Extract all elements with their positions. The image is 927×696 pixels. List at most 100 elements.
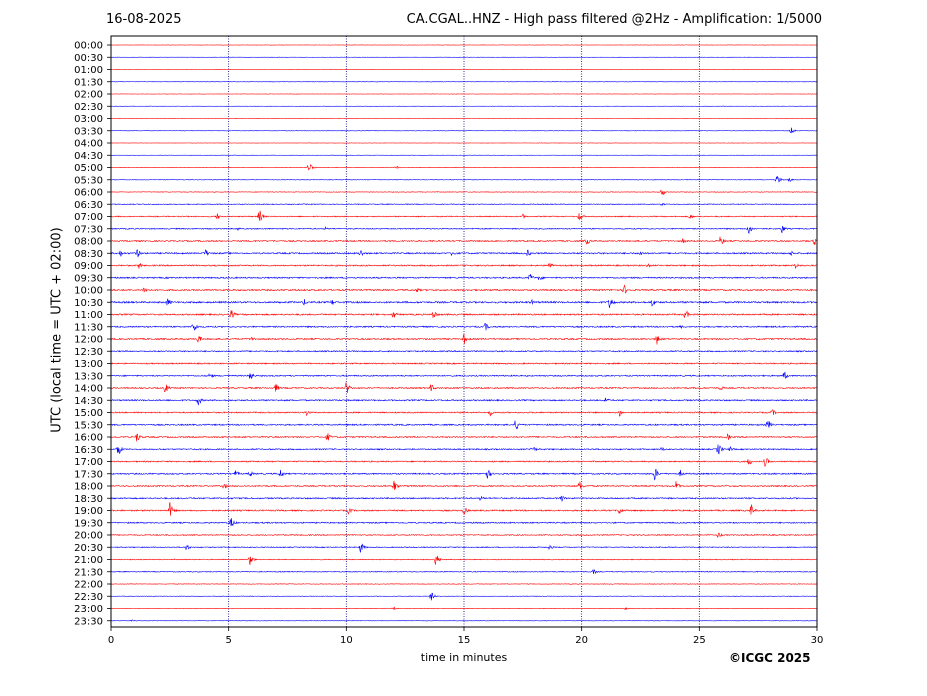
y-tick-label-0400: 04:00 [74,139,103,150]
x-tick-label-20: 20 [575,635,588,646]
trace-1430 [110,397,818,406]
y-tick-label-1400: 14:00 [74,384,103,395]
trace-0930 [110,274,818,280]
y-tick-label-2100: 21:00 [74,555,103,566]
x-tick-label-15: 15 [458,635,471,646]
y-tick-label-1730: 17:30 [74,469,103,480]
y-tick-label-0530: 05:30 [74,175,103,186]
y-tick-label-0830: 08:30 [74,249,103,260]
trace-1500 [110,409,818,417]
y-tick-label-0200: 02:00 [74,90,103,101]
y-tick-label-1830: 18:30 [74,494,103,505]
y-tick-label-1330: 13:30 [74,371,103,382]
trace-1830 [110,495,818,503]
trace-1000 [110,284,818,294]
trace-1700 [110,458,818,468]
y-tick-label-0630: 06:30 [74,200,103,211]
y-tick-label-2330: 23:30 [74,616,103,627]
trace-2030 [110,543,818,553]
y-tick-label-0500: 05:00 [74,163,103,174]
trace-0130 [110,81,818,83]
trace-2300 [110,606,818,611]
y-tick-label-0130: 01:30 [74,77,103,88]
trace-0530 [110,175,818,183]
trace-0030 [110,56,818,58]
y-tick-label-0800: 08:00 [74,237,103,248]
y-tick-label-1700: 17:00 [74,457,103,468]
y-tick-label-0600: 06:00 [74,188,103,199]
trace-1900 [110,502,818,516]
y-tick-label-1100: 11:00 [74,310,103,321]
trace-1730 [110,468,818,481]
trace-1600 [110,433,818,442]
y-tick-label-1000: 10:00 [74,286,103,297]
y-tick-label-1200: 12:00 [74,335,103,346]
y-tick-label-1600: 16:00 [74,433,103,444]
trace-1100 [110,310,818,318]
y-tick-label-1930: 19:30 [74,518,103,529]
y-tick-label-1230: 12:30 [74,347,103,358]
trace-1330 [110,371,818,380]
y-tick-label-1800: 18:00 [74,482,103,493]
trace-0500 [110,163,818,171]
x-tick-label-30: 30 [811,635,824,646]
trace-0600 [110,189,818,195]
y-tick-label-1630: 16:30 [74,445,103,456]
y-tick-label-0430: 04:30 [74,151,103,162]
y-tick-label-2200: 22:00 [74,580,103,591]
x-tick-label-25: 25 [693,635,706,646]
y-tick-label-0930: 09:30 [74,273,103,284]
y-tick-label-0230: 02:30 [74,102,103,113]
trace-0800 [110,236,818,246]
trace-1230 [110,350,818,353]
trace-2000 [110,532,818,538]
y-tick-label-0330: 03:30 [74,126,103,137]
y-tick-label-0730: 07:30 [74,224,103,235]
y-tick-label-0700: 07:00 [74,212,103,223]
y-tick-label-1030: 10:30 [74,298,103,309]
trace-2130 [110,568,818,575]
station-title: CA.CGAL..HNZ - High pass filtered @2Hz -… [406,12,822,27]
trace-0630 [110,202,818,207]
trace-0730 [110,225,818,234]
trace-1300 [110,362,818,365]
y-tick-label-0000: 00:00 [74,41,103,52]
trace-1800 [110,480,818,490]
trace-1030 [110,298,818,309]
y-tick-label-0300: 03:00 [74,114,103,125]
x-tick-label-10: 10 [340,635,353,646]
trace-1930 [110,518,818,527]
y-tick-label-1130: 11:30 [74,322,103,333]
y-tick-label-2230: 22:30 [74,592,103,603]
y-tick-label-0030: 00:30 [74,53,103,64]
y-tick-label-1900: 19:00 [74,506,103,517]
y-tick-label-2030: 20:30 [74,543,103,554]
trace-0830 [110,249,818,258]
trace-1200 [110,333,818,345]
trace-0330 [110,127,818,134]
x-tick-label-0: 0 [108,635,114,646]
trace-2330 [110,619,818,622]
trace-2200 [110,583,818,585]
trace-1630 [110,444,818,455]
y-tick-label-2000: 20:00 [74,531,103,542]
x-tick-label-5: 5 [225,635,231,646]
trace-1130 [110,322,818,331]
copyright-notice: ©ICGC 2025 [729,651,811,665]
trace-1400 [110,382,818,394]
y-tick-label-1430: 14:30 [74,396,103,407]
y-tick-label-2300: 23:00 [74,604,103,615]
y-tick-label-1300: 13:00 [74,359,103,370]
trace-1530 [110,420,818,430]
trace-0900 [110,263,818,269]
x-axis-label: time in minutes [420,651,508,664]
trace-2100 [110,555,818,565]
y-tick-label-2130: 21:30 [74,567,103,578]
trace-2230 [110,592,818,601]
y-tick-label-1500: 15:00 [74,408,103,419]
y-tick-label-1530: 15:30 [74,420,103,431]
date-title: 16-08-2025 [106,12,182,27]
y-tick-label-0900: 09:00 [74,261,103,272]
trace-0700 [110,210,818,222]
